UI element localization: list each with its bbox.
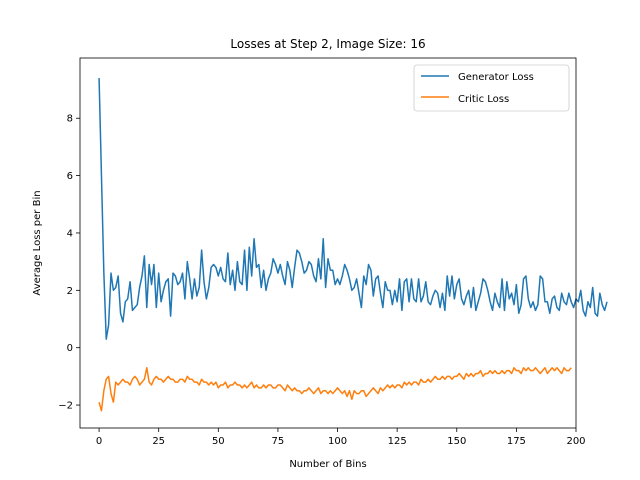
x-tick-label: 175 xyxy=(507,436,526,447)
x-tick-label: 75 xyxy=(272,436,285,447)
x-tick-label: 0 xyxy=(96,436,102,447)
x-tick-label: 150 xyxy=(447,436,466,447)
series-line-critic-loss xyxy=(98,367,572,412)
y-tick-label: −2 xyxy=(58,401,73,412)
plot-area xyxy=(79,57,608,429)
y-tick-label: 8 xyxy=(67,114,73,125)
series-layer xyxy=(98,78,608,412)
y-tick-label: 0 xyxy=(67,343,73,354)
axes-frame xyxy=(79,57,577,429)
x-axis-ticks: 0 25 50 75 100 125 150 175 200 xyxy=(96,428,586,447)
x-tick-label: 100 xyxy=(328,436,347,447)
y-axis-label: Average Loss per Bin xyxy=(32,190,43,295)
y-axis-ticks: −2 0 2 4 6 8 xyxy=(58,114,80,412)
y-tick-label: 6 xyxy=(67,171,73,182)
y-tick-label: 4 xyxy=(67,228,73,239)
legend: Generator Loss Critic Loss xyxy=(413,64,570,112)
x-tick-label: 50 xyxy=(212,436,225,447)
chart-title: Losses at Step 2, Image Size: 16 xyxy=(230,37,425,51)
legend-box xyxy=(413,64,570,112)
x-axis-label: Number of Bins xyxy=(289,459,366,470)
legend-label-generator: Generator Loss xyxy=(458,72,534,83)
x-tick-label: 200 xyxy=(566,436,585,447)
x-tick-label: 125 xyxy=(388,436,407,447)
y-tick-label: 2 xyxy=(67,286,73,297)
x-tick-label: 25 xyxy=(152,436,165,447)
series-line-generator-loss xyxy=(98,78,608,340)
legend-label-critic: Critic Loss xyxy=(458,94,509,105)
